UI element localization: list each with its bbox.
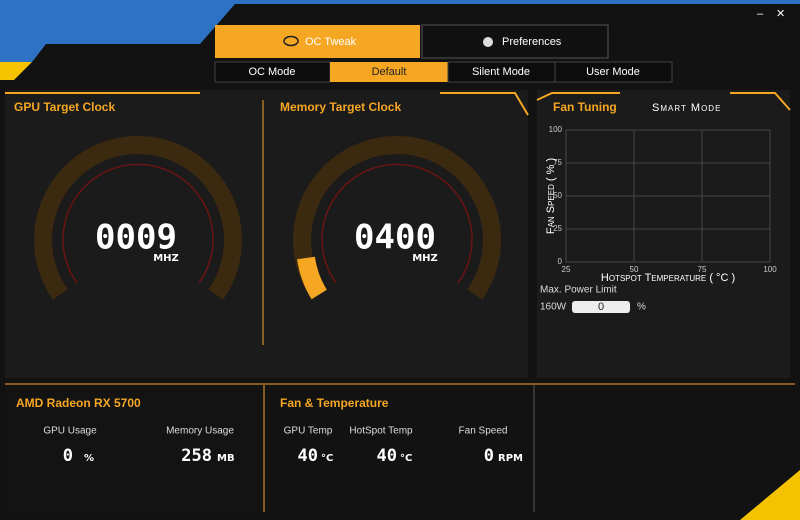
deco (730, 92, 791, 111)
panel-title: Fan Tuning (553, 100, 617, 114)
x-tick-label: 25 (562, 265, 571, 274)
mode-label: User Mode (586, 66, 640, 78)
field-label: Max. Power Limit (540, 285, 617, 296)
tab[interactable] (421, 24, 609, 59)
stat-unit: MB (217, 453, 235, 464)
stat-value: 258 (181, 446, 212, 466)
stat-unit: RPM (498, 453, 523, 464)
info-panel (5, 385, 262, 512)
fan-mode: Smart Mode (652, 102, 721, 114)
stat-value: 0 (484, 446, 494, 466)
field-label: 160W (540, 302, 567, 313)
tab-icon (283, 35, 299, 47)
gauge-value: 0400 (354, 218, 436, 258)
x-tick-label: 75 (698, 265, 707, 274)
gauge-ring (62, 163, 214, 284)
mode-label: OC Mode (248, 66, 295, 78)
panel-title: Fan & Temperature (280, 396, 389, 410)
tab-active[interactable] (215, 25, 420, 58)
tab-label: OC Tweak (305, 36, 357, 48)
stat-value: 40 (377, 446, 397, 466)
stat-label: HotSpot Temp (349, 426, 413, 437)
gauge-track (34, 135, 242, 300)
y-tick-label: 0 (558, 257, 563, 266)
minimize[interactable]: – (757, 8, 764, 20)
axis-label: Hotspot Temperature ( °C ) (601, 272, 735, 284)
stat-unit: °C (400, 453, 412, 464)
stat-value: 40 (298, 446, 318, 466)
field-unit: % (637, 302, 646, 313)
mode-label: Silent Mode (472, 66, 530, 78)
close[interactable]: ✕ (776, 8, 785, 20)
mode-button[interactable] (554, 61, 673, 83)
panel-title: AMD Radeon RX 5700 (16, 396, 141, 410)
panel-title: GPU Target Clock (14, 100, 115, 114)
y-tick-label: 100 (549, 125, 563, 134)
gauge-ring (321, 163, 473, 284)
gauge-unit: MHZ (412, 253, 438, 264)
mode-button-active[interactable] (330, 62, 448, 82)
panel-title: Memory Target Clock (280, 100, 401, 114)
y-tick-label: 25 (553, 224, 562, 233)
stat-value: 0 (63, 446, 73, 466)
stat-unit: °C (321, 453, 333, 464)
deco (0, 62, 32, 80)
x-tick-label: 100 (763, 265, 777, 274)
gauge-value: 0009 (95, 218, 177, 258)
stat-label: Fan Speed (459, 426, 508, 437)
y-tick-label: 50 (553, 191, 562, 200)
clock-panel (5, 90, 528, 378)
stat-label: GPU Temp (284, 426, 333, 437)
tab-label: Preferences (502, 36, 562, 48)
deco (440, 92, 529, 116)
axis-label: Fan Speed ( % ) (545, 158, 557, 234)
deco (740, 470, 800, 520)
gauge-fill (297, 256, 328, 300)
deco (536, 92, 620, 101)
gauge-track (293, 135, 501, 300)
input-value: 0 (598, 301, 604, 313)
gauge-unit: MHZ (153, 253, 179, 264)
stat-unit: % (84, 453, 94, 464)
mode-label: Default (372, 66, 407, 78)
x-tick-label: 50 (630, 265, 639, 274)
tab-icon (483, 37, 493, 47)
fan-panel (537, 90, 790, 378)
stat-label: GPU Usage (43, 426, 97, 437)
power-input[interactable] (572, 301, 630, 313)
y-tick-label: 75 (553, 158, 562, 167)
stat-label: Memory Usage (166, 426, 234, 437)
